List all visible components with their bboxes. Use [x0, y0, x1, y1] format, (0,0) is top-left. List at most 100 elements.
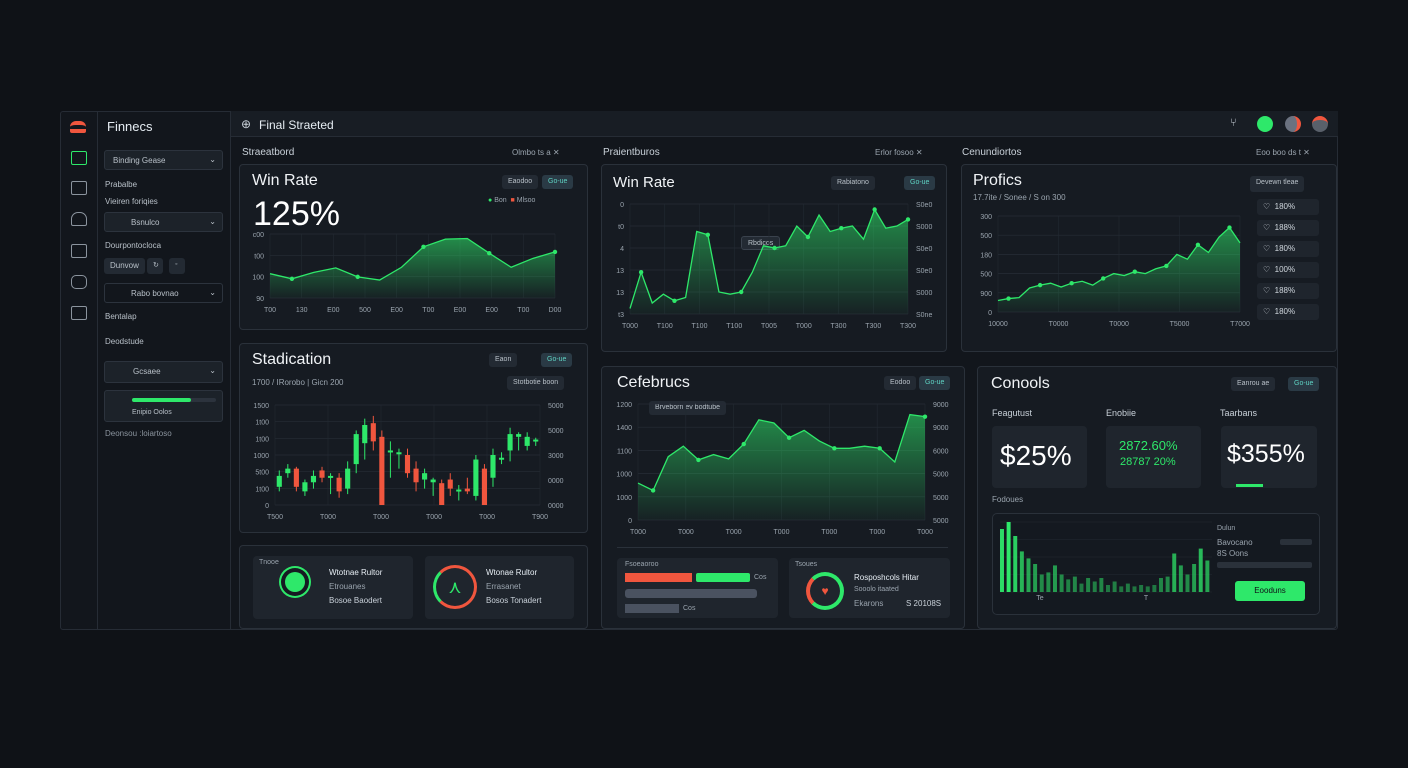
y-tick-label: 1t00	[255, 486, 269, 493]
section-label: Fodoues	[992, 495, 1024, 504]
y-tick-label-right: 5000	[933, 495, 949, 502]
y-tick-label-right: S0e0	[916, 202, 932, 209]
x-tick-label: T000	[373, 514, 389, 521]
layout-icon[interactable]	[71, 181, 87, 195]
x-tick-label: T	[1144, 595, 1149, 602]
period-button[interactable]: Eodoo	[884, 376, 917, 390]
stat-label: Taarbans	[1220, 408, 1258, 418]
candle-body	[319, 470, 325, 478]
sidebar-label: Deodstude	[105, 337, 144, 346]
circle-icon[interactable]: ◦	[169, 258, 185, 274]
card-title: Conools	[991, 375, 1050, 392]
header-bar: ⊕ Final Straeted ⑂	[231, 111, 1338, 137]
x-tick-label: T00	[264, 307, 276, 314]
bar	[1159, 578, 1163, 592]
filter-button[interactable]: Rabiatono	[831, 176, 875, 190]
candle-body	[413, 468, 419, 483]
chevron-down-icon: ⌄	[209, 366, 216, 375]
bar	[1172, 553, 1177, 592]
legend-label: 8S Oons	[1217, 549, 1249, 558]
sidebar-select-3[interactable]: Rabo bovnao ⌄	[104, 283, 223, 303]
profit-pill[interactable]: ♡ 188%	[1257, 283, 1319, 299]
period-button[interactable]: Eanrou ae	[1231, 377, 1276, 391]
sidebar-select-4[interactable]: Gcsaee ⌄	[104, 361, 223, 383]
avatar[interactable]	[1285, 116, 1301, 132]
tile-tag: Tsoues	[795, 561, 818, 568]
heart-icon: ♡	[1263, 244, 1271, 253]
win-rate-2-chart: 0 t0 4 13 13 t3 S0e0 S000 S0e0 S0e0 S000 S0ne T000 T1…	[616, 202, 932, 330]
x-tick-label: 500	[359, 307, 371, 314]
bell-icon[interactable]	[71, 212, 87, 226]
progress-track	[132, 398, 216, 402]
y-tick-label: 1500	[253, 403, 269, 410]
legend-dot: ■	[510, 197, 515, 204]
go-button[interactable]: Go-ue	[542, 175, 574, 189]
section-control[interactable]: Olmbo ts a ✕	[512, 148, 560, 157]
profit-pill[interactable]: ♡ 180%	[1257, 241, 1319, 257]
legend-label: Bavocano	[1217, 538, 1253, 547]
period-button[interactable]: Eaodoo	[502, 175, 539, 189]
avatar[interactable]	[1312, 116, 1328, 132]
x-tick-label: T0000	[1049, 321, 1069, 328]
close-icon[interactable]: ✕	[552, 148, 560, 157]
y-tick-label-right: S000	[916, 224, 932, 231]
divider	[617, 547, 948, 548]
section-control[interactable]: Erlor fosoo ✕	[875, 148, 923, 157]
go-button[interactable]: Go-ue	[919, 376, 951, 390]
x-tick-label: 130	[296, 307, 308, 314]
candle-body	[379, 436, 385, 505]
data-point	[1132, 269, 1137, 274]
clock-icon[interactable]	[71, 275, 87, 289]
section-label: Cenundiortos	[962, 147, 1022, 158]
view-button[interactable]: Devewn tleae	[1250, 176, 1305, 192]
action-button[interactable]: Eooduns	[1235, 581, 1305, 601]
stats-button[interactable]: Stotbotie boon	[507, 376, 565, 390]
y-tick-label-right: 0000	[548, 503, 564, 510]
profit-pill[interactable]: ♡ 180%	[1257, 304, 1319, 320]
data-point	[705, 232, 711, 237]
bar	[1165, 576, 1170, 592]
period-button[interactable]: Eaon	[489, 353, 518, 367]
close-icon[interactable]: ✕	[915, 148, 923, 157]
sidebar-select-1[interactable]: Binding Gease ⌄	[104, 150, 223, 170]
candle-body	[430, 479, 436, 483]
tile-line: Errasanet	[486, 582, 521, 591]
sidebar-select-2[interactable]: Bsnulco ⌄	[104, 212, 223, 232]
share-icon[interactable]: ⑂	[1230, 117, 1237, 129]
select-label: Gcsaee	[133, 367, 161, 376]
profit-pill[interactable]: ♡ 100%	[1257, 262, 1319, 278]
status-icon[interactable]	[1257, 116, 1273, 132]
stat-value: $355%	[1227, 440, 1305, 468]
card-title: Win Rate	[613, 174, 675, 191]
profit-pill[interactable]: ♡ 180%	[1257, 199, 1319, 215]
bar	[1086, 578, 1091, 592]
data-point	[289, 276, 295, 281]
go-button[interactable]: Go-ue	[541, 353, 573, 367]
sidebar-button[interactable]: Dunvow	[104, 258, 145, 274]
y-tick-label: 1400	[616, 425, 632, 432]
y-tick-label: 90	[256, 296, 264, 303]
candle-body	[328, 475, 334, 478]
legend: ● Bon ■ Mlsoo	[488, 197, 535, 204]
heart-ring-icon: ♥	[806, 572, 844, 610]
list-icon[interactable]	[71, 306, 87, 320]
refresh-icon[interactable]: ↻	[147, 258, 163, 274]
y-tick-label: t00	[254, 253, 264, 260]
chart-icon[interactable]	[71, 244, 87, 258]
profit-pill[interactable]: ♡ 188%	[1257, 220, 1319, 236]
section-control[interactable]: Eoo boo ds t ✕	[1256, 148, 1310, 157]
candle-body	[285, 468, 291, 474]
go-button[interactable]: Go-ue	[1288, 377, 1320, 391]
y-tick-label-right: S0ne	[916, 312, 932, 319]
x-tick-label: E00	[390, 307, 403, 314]
data-point	[552, 249, 558, 255]
y-tick-label: c00	[253, 232, 264, 239]
legend-swatch	[1217, 562, 1312, 568]
bar	[1026, 558, 1031, 592]
close-icon[interactable]: ✕	[1303, 148, 1310, 157]
x-tick-label: T000	[320, 514, 336, 521]
home-icon[interactable]	[71, 151, 87, 165]
series-area	[998, 227, 1240, 312]
go-button[interactable]: Go-ue	[904, 176, 936, 190]
